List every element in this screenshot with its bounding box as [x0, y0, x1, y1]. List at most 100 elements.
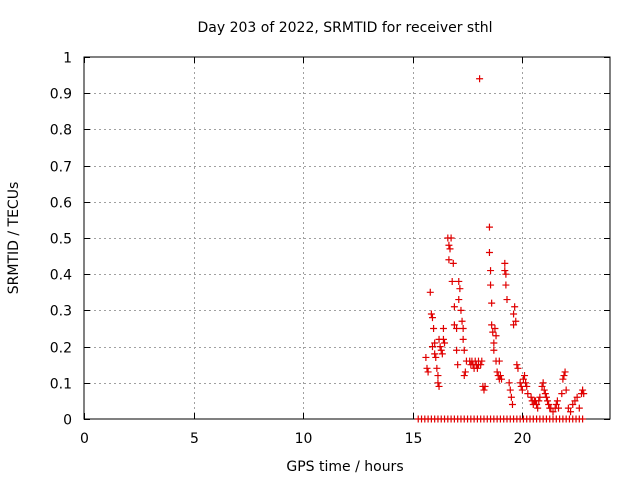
data-point [508, 401, 516, 409]
data-point [506, 386, 514, 394]
data-point [449, 259, 457, 267]
data-point [534, 404, 542, 412]
x-tick-label: 20 [514, 431, 532, 447]
data-point [422, 353, 430, 361]
data-point [573, 393, 581, 401]
data-point [455, 277, 463, 285]
data-point [541, 390, 549, 398]
y-tick-label: 0.4 [50, 268, 72, 284]
data-point [445, 256, 453, 264]
data-point [496, 372, 504, 380]
data-point [450, 321, 458, 329]
data-point [430, 325, 438, 332]
data-point [524, 390, 532, 398]
plot-frame [83, 56, 611, 420]
y-tick-label: 0.8 [50, 123, 72, 139]
data-point [423, 364, 431, 372]
data-point [553, 397, 561, 405]
y-tick-label: 0.1 [50, 377, 72, 393]
data-point [460, 372, 468, 380]
data-point [513, 361, 521, 369]
data-point [459, 335, 467, 343]
data-point [431, 350, 439, 358]
x-tick-label: 15 [405, 431, 423, 447]
data-point [477, 361, 485, 369]
data-point [445, 241, 453, 249]
data-point [454, 361, 462, 369]
data-point [455, 296, 463, 304]
x-axis-label: GPS time / hours [286, 459, 403, 475]
grid-lines [84, 57, 610, 419]
data-point [545, 401, 553, 409]
data-point [481, 382, 489, 390]
y-tick-label: 0.3 [50, 304, 72, 320]
data-point [478, 357, 486, 365]
data-point [575, 404, 583, 412]
data-point [579, 386, 587, 394]
data-point [502, 281, 510, 289]
y-axis-label: SRMTID / TECUs [6, 182, 22, 295]
data-point [498, 375, 506, 383]
data-point [544, 397, 552, 405]
data-point [579, 415, 587, 423]
data-point [426, 288, 434, 296]
data-point [428, 314, 436, 322]
data-point [434, 379, 442, 387]
data-point [457, 306, 465, 314]
data-point [501, 259, 509, 267]
data-point [503, 296, 511, 304]
data-point [559, 375, 567, 383]
data-point [549, 408, 557, 416]
data-point [446, 245, 454, 253]
data-points [414, 75, 588, 423]
data-point [453, 346, 461, 354]
data-point [432, 353, 440, 361]
data-point [518, 386, 526, 394]
data-point [460, 346, 468, 354]
data-point [521, 372, 529, 380]
data-point [433, 364, 441, 372]
data-point [487, 281, 495, 289]
data-point [495, 357, 503, 365]
data-point [571, 397, 579, 405]
data-point [538, 382, 546, 390]
data-point [489, 328, 497, 336]
data-point [536, 393, 544, 401]
data-point [434, 372, 442, 380]
data-point [561, 368, 569, 376]
data-point [485, 248, 493, 256]
data-point [567, 408, 575, 416]
data-point [436, 343, 444, 351]
data-point [437, 346, 445, 354]
data-point [527, 393, 535, 401]
data-point [431, 339, 439, 347]
chart-title: Day 203 of 2022, SRMTID for receiver sth… [198, 20, 493, 36]
data-point [514, 364, 522, 372]
data-point [476, 75, 484, 83]
data-point [564, 404, 572, 412]
data-point [435, 382, 443, 390]
data-point [533, 401, 541, 409]
data-point [439, 335, 447, 343]
y-tick-label: 0.6 [50, 196, 72, 212]
data-point [510, 310, 518, 318]
data-point [456, 285, 464, 293]
data-point [447, 234, 455, 242]
data-point [441, 339, 449, 347]
data-point [554, 404, 562, 412]
data-point [510, 321, 518, 329]
data-point [424, 368, 432, 376]
data-point [439, 325, 447, 332]
data-point [523, 382, 531, 390]
data-point [507, 393, 515, 401]
data-point [511, 303, 519, 311]
data-point [490, 346, 498, 354]
y-tick-label: 0.7 [50, 160, 72, 176]
data-point [505, 379, 513, 387]
data-point [490, 339, 498, 347]
data-point [473, 364, 481, 372]
data-point [453, 325, 461, 332]
data-point [569, 401, 577, 409]
data-point [459, 325, 467, 332]
data-point [450, 303, 458, 311]
